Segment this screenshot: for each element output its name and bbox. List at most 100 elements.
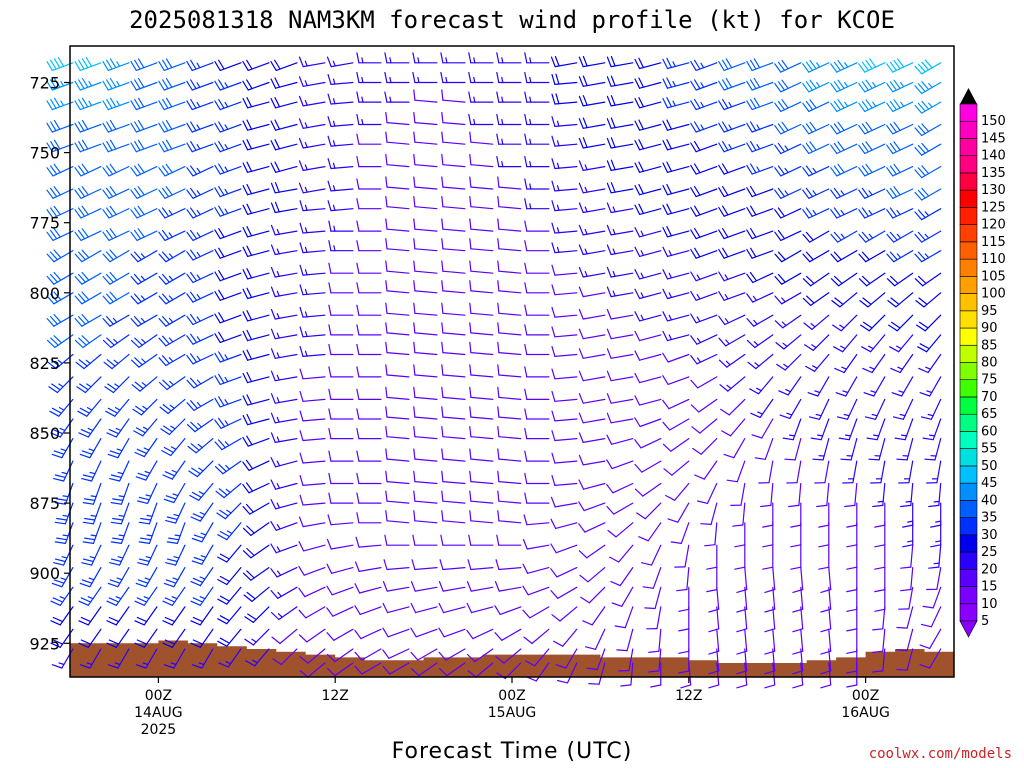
barb-feather bbox=[915, 300, 925, 308]
wind-barb bbox=[412, 52, 438, 64]
wind-barb bbox=[523, 628, 550, 645]
wind-barb bbox=[245, 648, 270, 667]
barb-staff bbox=[498, 332, 522, 336]
wind-barb bbox=[74, 334, 102, 349]
barb-feather bbox=[413, 510, 416, 522]
barb-feather bbox=[109, 228, 117, 238]
barb-staff bbox=[588, 586, 606, 604]
wind-barb bbox=[874, 566, 886, 593]
barb-feather bbox=[886, 102, 894, 113]
colorbar-segment bbox=[959, 241, 978, 260]
barb-half-feather bbox=[196, 62, 201, 69]
wind-barb bbox=[832, 314, 858, 332]
barb-feather bbox=[49, 207, 58, 217]
barb-staff bbox=[826, 482, 830, 506]
barb-feather bbox=[861, 187, 870, 198]
wind-barb bbox=[413, 470, 438, 485]
barb-feather bbox=[802, 297, 812, 306]
barb-staff bbox=[470, 436, 494, 440]
barb-feather bbox=[874, 566, 886, 570]
barb-staff bbox=[808, 188, 830, 199]
barb-staff bbox=[164, 230, 186, 241]
wind-barb bbox=[551, 430, 578, 442]
wind-barb bbox=[385, 322, 410, 336]
wind-barb bbox=[866, 418, 886, 441]
y-tick-label: 750 bbox=[29, 144, 60, 163]
barb-staff bbox=[780, 166, 802, 177]
barb-feather bbox=[109, 77, 117, 88]
wind-barb bbox=[385, 218, 410, 232]
barb-half-feather bbox=[304, 311, 308, 318]
wind-barb bbox=[242, 79, 270, 91]
barb-feather bbox=[865, 163, 873, 174]
wind-barb bbox=[868, 438, 886, 461]
barb-feather bbox=[190, 141, 197, 151]
credit-link[interactable]: coolwx.com/models bbox=[869, 746, 1012, 762]
barb-feather bbox=[298, 634, 308, 643]
colorbar-label: 110 bbox=[981, 252, 1006, 267]
colorbar-top-arrow bbox=[960, 88, 977, 104]
barb-half-feather bbox=[332, 185, 336, 192]
barb-half-feather bbox=[146, 514, 153, 517]
wind-barb bbox=[186, 121, 214, 133]
barb-staff bbox=[780, 188, 802, 199]
wind-barb bbox=[690, 247, 718, 259]
barb-feather bbox=[270, 60, 277, 72]
barb-feather bbox=[164, 597, 176, 603]
barb-staff bbox=[710, 502, 718, 526]
barb-feather bbox=[219, 575, 230, 583]
wind-barb bbox=[704, 522, 718, 547]
barb-staff bbox=[554, 376, 578, 380]
barb-staff bbox=[92, 482, 102, 505]
wind-barb bbox=[497, 238, 522, 252]
barb-staff bbox=[137, 314, 158, 327]
wind-barb bbox=[646, 606, 662, 630]
barb-feather bbox=[130, 167, 138, 177]
barb-feather bbox=[385, 218, 388, 230]
barb-feather bbox=[158, 381, 168, 391]
barb-feather bbox=[634, 330, 641, 342]
barb-staff bbox=[751, 208, 774, 217]
barb-feather bbox=[107, 664, 119, 669]
barb-staff bbox=[136, 208, 158, 219]
wind-barb bbox=[551, 284, 578, 296]
barb-feather bbox=[746, 318, 755, 327]
barb-feather bbox=[74, 318, 83, 327]
wind-barb bbox=[466, 628, 494, 640]
colorbar-label: 105 bbox=[981, 269, 1006, 284]
wind-barb bbox=[355, 536, 382, 548]
colorbar-label: 20 bbox=[981, 562, 998, 577]
barb-feather bbox=[830, 167, 838, 177]
barb-feather bbox=[163, 664, 175, 669]
barb-staff bbox=[414, 586, 438, 592]
wind-barb bbox=[82, 522, 102, 545]
wind-barb bbox=[326, 606, 354, 617]
wind-barb bbox=[441, 426, 466, 440]
barb-feather bbox=[214, 187, 221, 198]
barb-feather bbox=[693, 185, 701, 196]
barb-feather bbox=[642, 586, 654, 589]
barb-staff bbox=[221, 438, 242, 451]
barb-staff bbox=[498, 228, 522, 232]
barb-staff bbox=[191, 81, 214, 91]
barb-feather bbox=[77, 273, 87, 283]
barb-feather bbox=[662, 78, 669, 89]
wind-barb bbox=[640, 544, 662, 566]
wind-barb bbox=[774, 229, 802, 241]
barb-staff bbox=[836, 166, 858, 177]
barb-staff bbox=[83, 353, 102, 370]
barb-staff bbox=[414, 332, 438, 336]
barb-feather bbox=[50, 98, 57, 109]
barb-feather bbox=[107, 407, 119, 414]
barb-staff bbox=[442, 416, 466, 420]
barb-half-feather bbox=[556, 204, 560, 211]
barb-feather bbox=[102, 142, 109, 153]
barb-staff bbox=[442, 586, 466, 592]
barb-feather bbox=[805, 187, 814, 198]
barb-staff bbox=[414, 228, 438, 232]
barb-staff bbox=[302, 482, 326, 486]
wind-barb bbox=[134, 438, 158, 458]
barb-staff bbox=[751, 101, 774, 111]
barb-feather bbox=[438, 667, 448, 677]
barb-staff bbox=[498, 270, 522, 274]
